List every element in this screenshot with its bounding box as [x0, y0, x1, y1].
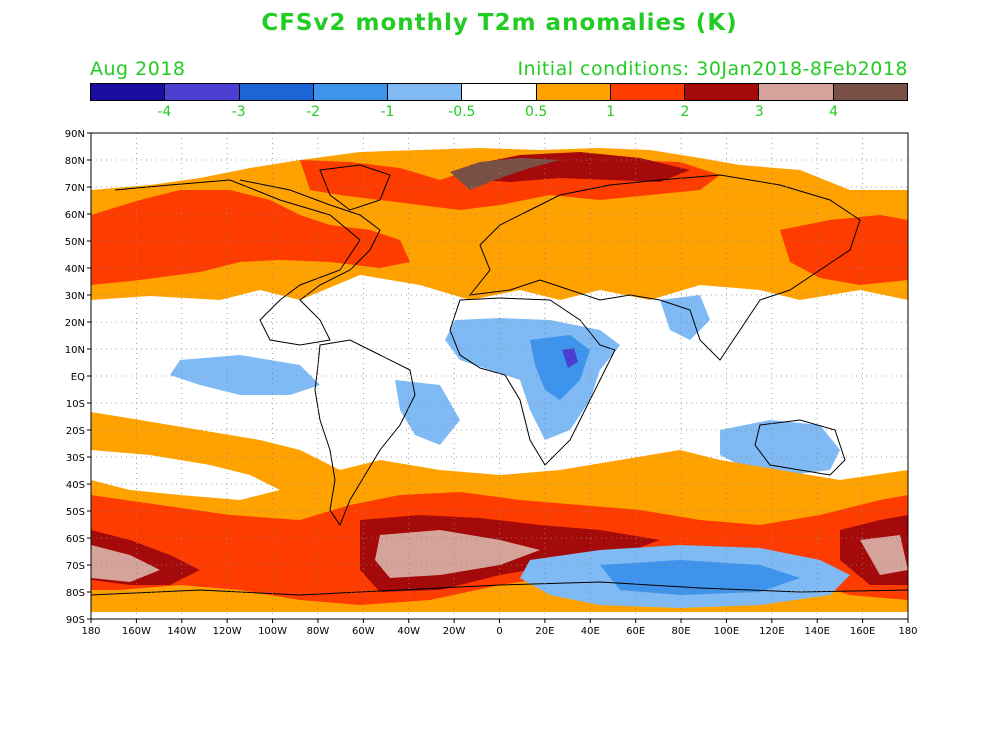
anomaly-region-eastasia-red	[780, 215, 908, 285]
lon-label: 140W	[167, 626, 196, 637]
colorbar-labels: -4 -3 -2 -1 -0.5 0.5 1 2 3 4	[90, 104, 908, 122]
colorbar-segment	[239, 84, 314, 100]
anomaly-region-siberia-brown	[450, 158, 560, 190]
lat-label: 70S	[66, 561, 85, 572]
lat-label: 90N	[65, 129, 85, 140]
anomaly-region-india-blue	[660, 295, 710, 340]
colorbar-tick-label: -0.5	[448, 104, 476, 120]
lon-label: 120E	[759, 626, 784, 637]
anomaly-region-pacific-blue	[170, 355, 320, 395]
colorbar-segment	[313, 84, 389, 100]
colorbar-segment	[685, 84, 760, 100]
coast-africa	[449, 297, 616, 466]
lon-label: 20E	[535, 626, 554, 637]
lon-label: 180	[898, 626, 917, 637]
lat-label: EQ	[71, 372, 85, 383]
lat-label: 30N	[65, 291, 85, 302]
longitude-axis: 180 160W 140W 120W 100W 80W 60W 40W 20W 0 20E 40E 60…	[81, 619, 918, 637]
lon-label: 140E	[805, 626, 830, 637]
lat-label: 60S	[66, 534, 85, 545]
lat-label: 90S	[66, 615, 85, 626]
lon-label: 20W	[443, 626, 466, 637]
lon-label: 40E	[581, 626, 600, 637]
coast-eurasia	[468, 174, 861, 361]
lon-label: 80E	[672, 626, 691, 637]
colorbar-tick-label: 1	[606, 104, 615, 120]
lon-label: 80W	[307, 626, 330, 637]
lon-label: 100W	[258, 626, 287, 637]
lat-label: 40N	[65, 264, 85, 275]
latitude-axis: 90N 80N 70N 60N 50N 40N 30N 20N 10N EQ 10S 20S 30S 40…	[65, 129, 91, 626]
chart-title: CFSv2 monthly T2m anomalies (K)	[261, 10, 738, 36]
lat-label: 50S	[66, 507, 85, 518]
lat-label: 60N	[65, 210, 85, 221]
lon-label: 100E	[714, 626, 739, 637]
lat-label: 40S	[66, 480, 85, 491]
coast-south-america	[314, 339, 416, 527]
lon-label: 160E	[850, 626, 875, 637]
lat-label: 70N	[65, 183, 85, 194]
anomaly-region-africa-core	[562, 348, 578, 368]
colorbar-tick-label: -2	[306, 104, 321, 120]
lat-label: 20S	[66, 426, 85, 437]
initial-conditions-label: Initial conditions: 30Jan2018-8Feb2018	[517, 58, 908, 80]
anomaly-region-south-brown	[91, 530, 908, 582]
lat-label: 80S	[66, 588, 85, 599]
lon-label: 40W	[397, 626, 420, 637]
lon-label: 0	[496, 626, 502, 637]
lat-label: 50N	[65, 237, 85, 248]
coast-greenland	[319, 164, 391, 211]
colorbar-tick-label: -3	[231, 104, 246, 120]
colorbar-tick-label: 2	[680, 104, 690, 120]
lon-label: 120W	[213, 626, 242, 637]
lat-label: 10S	[66, 399, 85, 410]
coastlines	[91, 164, 908, 596]
colorbar-segment	[91, 84, 166, 100]
colorbar-segment	[462, 84, 537, 100]
lat-label: 20N	[65, 318, 85, 329]
colorbar-tick-label: 0.5	[525, 104, 548, 120]
lon-label: 60W	[352, 626, 375, 637]
coast-australia	[754, 419, 846, 476]
colorbar-segment	[536, 84, 611, 100]
valid-month-label: Aug 2018	[90, 58, 186, 80]
colorbar-segment	[759, 84, 834, 100]
anomaly-region-pacific-red	[91, 228, 210, 264]
colorbar-segment	[833, 84, 907, 100]
anomaly-region-south-white-gap	[91, 450, 280, 500]
lat-label: 30S	[66, 453, 85, 464]
lat-label: 10N	[65, 345, 85, 356]
anomaly-region-antarctic-midblue	[600, 560, 800, 595]
gridlines	[91, 133, 908, 619]
colorbar-tick-label: -4	[157, 104, 172, 120]
colorbar-segment	[610, 84, 686, 100]
anomaly-region-australia-blue	[720, 420, 840, 475]
map-fill-layer	[91, 133, 908, 619]
anomaly-region-brazil-blue	[395, 380, 460, 445]
lon-label: 180	[81, 626, 100, 637]
coast-antarctica	[91, 581, 908, 596]
lon-label: 160W	[122, 626, 151, 637]
colorbar-tick-label: 3	[754, 104, 764, 120]
colorbar-segment	[165, 84, 240, 100]
lon-label: 60E	[626, 626, 645, 637]
colorbar-tick-label: -1	[380, 104, 395, 120]
colorbar-tick-label: 4	[829, 104, 839, 120]
coast-north-america	[114, 179, 381, 346]
colorbar	[90, 83, 908, 101]
colorbar-segment	[388, 84, 463, 100]
lat-label: 80N	[65, 156, 85, 167]
